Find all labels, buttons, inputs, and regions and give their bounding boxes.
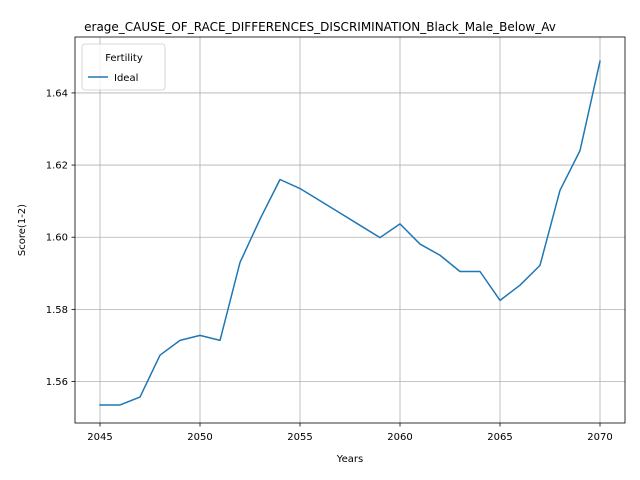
chart-title: erage_CAUSE_OF_RACE_DIFFERENCES_DISCRIMI… <box>84 20 556 34</box>
y-axis-label: Score(1-2) <box>17 204 28 256</box>
y-tick-label: 1.58 <box>46 305 68 316</box>
x-tick-label: 2070 <box>587 432 612 443</box>
y-tick-label: 1.60 <box>46 233 68 244</box>
y-tick-label: 1.64 <box>46 88 68 99</box>
legend: Fertility Ideal <box>82 44 165 90</box>
y-tick-label: 1.62 <box>46 161 68 172</box>
legend-title: Fertility <box>105 53 143 64</box>
x-tick-label: 2060 <box>387 432 412 443</box>
x-tick-label: 2065 <box>487 432 512 443</box>
legend-label-ideal: Ideal <box>114 73 138 84</box>
x-tick-label: 2050 <box>187 432 212 443</box>
x-tick-label: 2045 <box>87 432 112 443</box>
x-axis-label: Years <box>336 454 363 465</box>
y-tick-label: 1.56 <box>46 377 68 388</box>
x-tick-label: 2055 <box>287 432 312 443</box>
